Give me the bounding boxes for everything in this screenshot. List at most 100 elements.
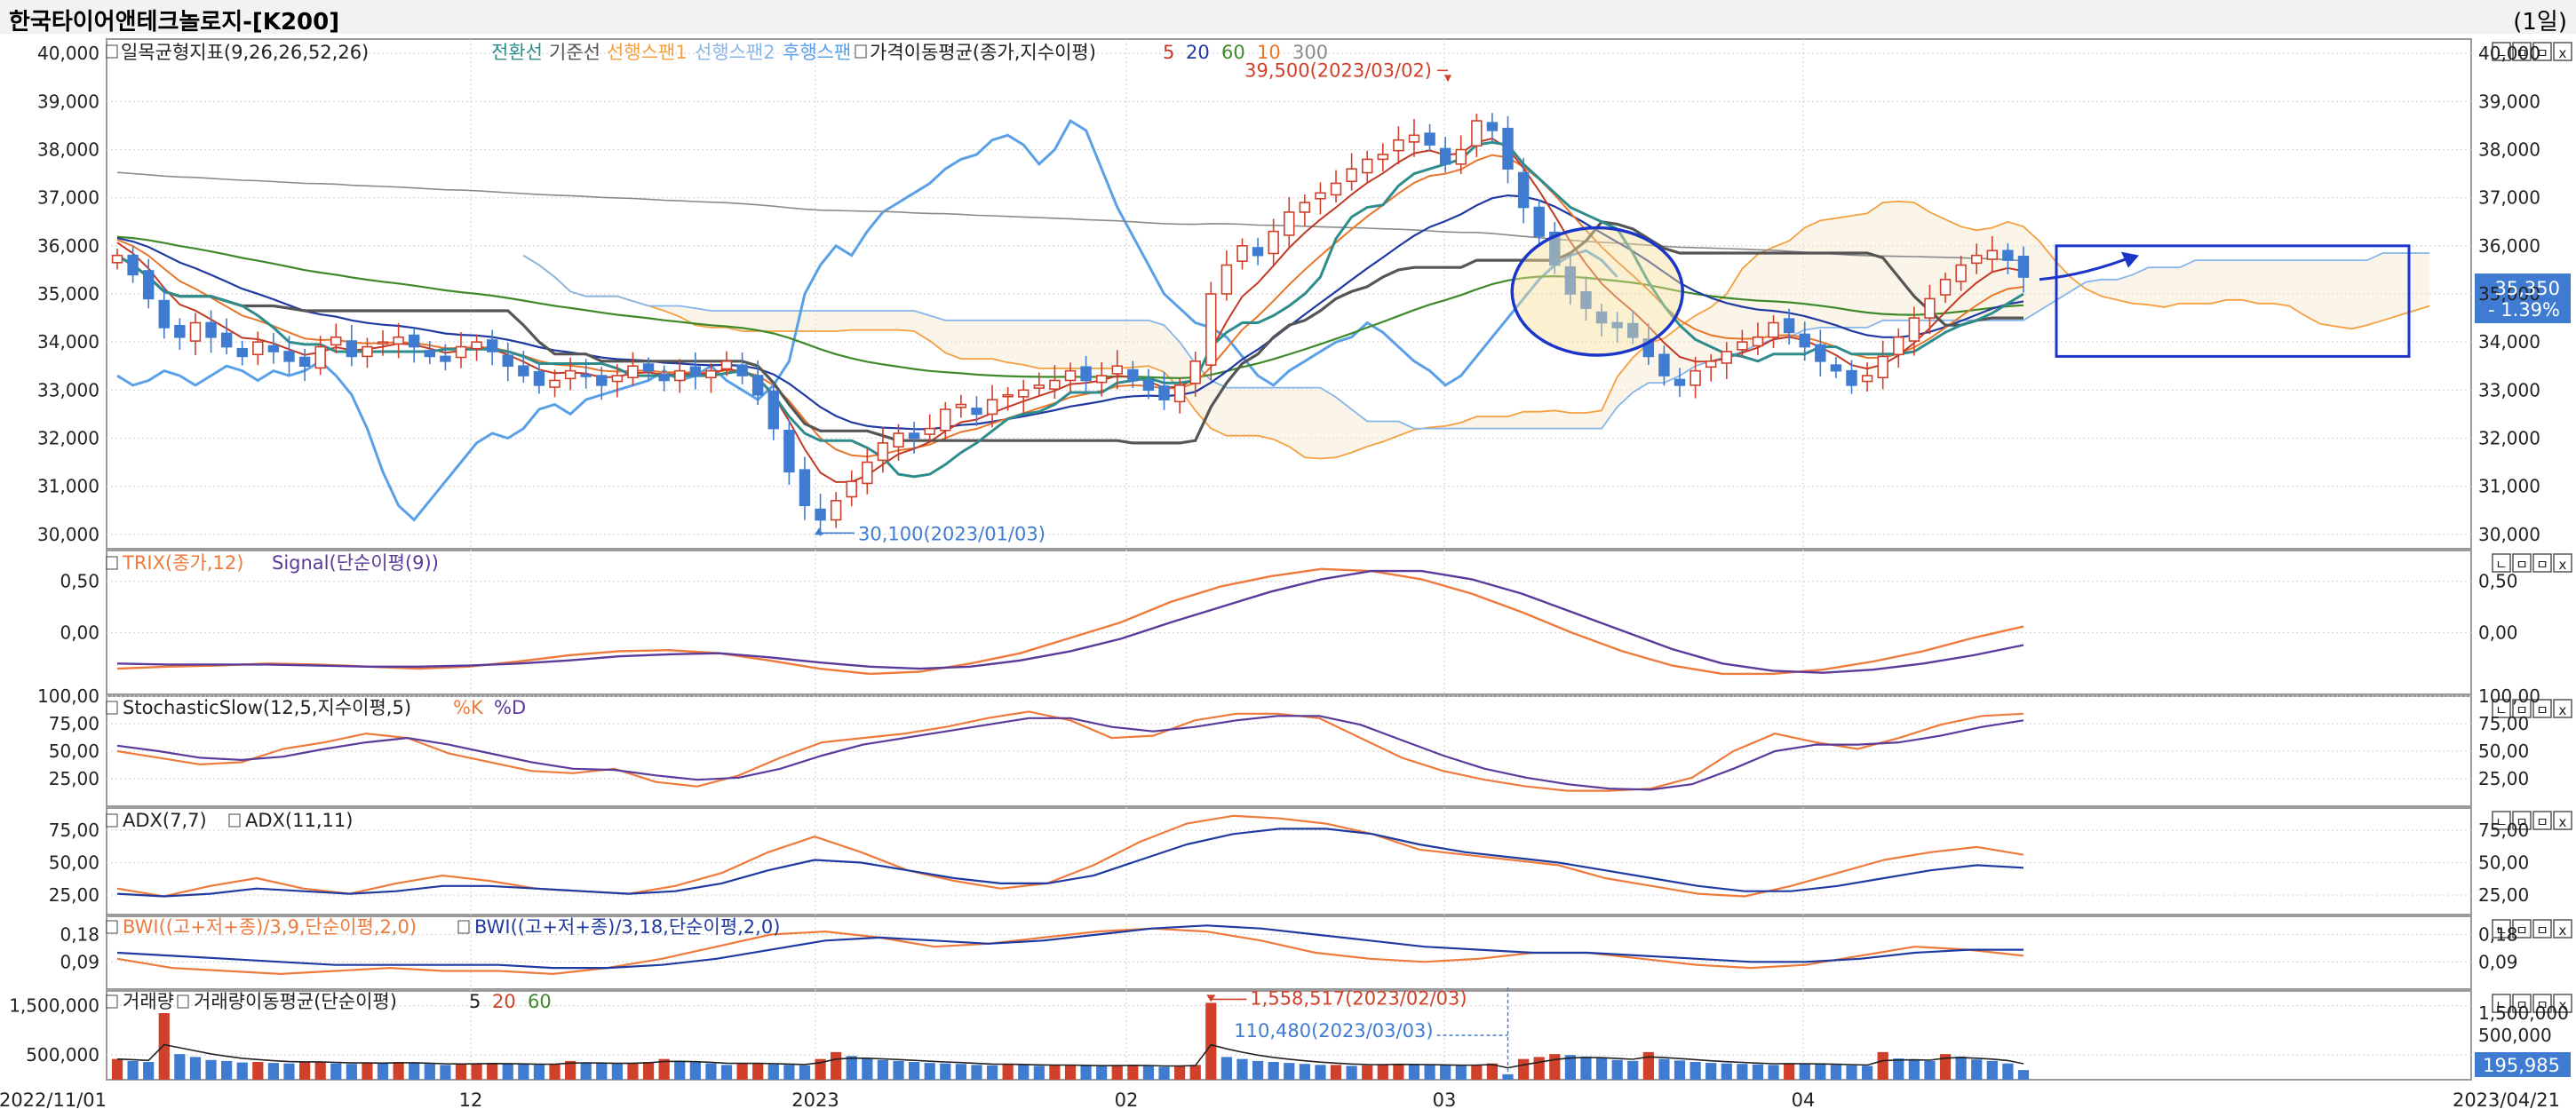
candle-body [377,341,389,345]
panel-button-vol-3[interactable] [2553,994,2572,1013]
panel-button-price-1[interactable] [2512,42,2532,61]
volume-bar [1346,1066,1357,1080]
candle-body [1315,192,1326,200]
candle-body [1642,338,1655,358]
panel-button-bwi-0[interactable] [2492,919,2511,939]
panel-button-glyph[interactable]: ㄴ [2495,702,2508,718]
legend-toggle-bwi-18[interactable] [457,920,470,934]
panel-button-stoch-1[interactable] [2512,699,2532,718]
panel-button-glyph[interactable]: ㄴ [2495,814,2508,830]
panel-button-glyph[interactable]: x [2559,45,2567,61]
volume-bar [565,1060,576,1080]
candle-body [877,442,889,462]
volume-ma-period: 20 [492,991,516,1012]
volume-bar [533,1065,545,1080]
candle-body [767,390,779,430]
panel-button-glyph[interactable]: ㅁ [2536,702,2548,718]
volume-bar [377,1063,389,1080]
panel-button-glyph[interactable]: ㅁ [2516,45,2528,61]
volume-bar [1627,1060,1639,1080]
candle-body [1471,120,1483,147]
panel-button-adx-3[interactable] [2553,811,2572,830]
panel-button-glyph[interactable]: x [2559,702,2567,718]
bwi-ytick: 0,09 [60,951,99,972]
volume-bar [1455,1066,1467,1080]
legend-toggle-volume[interactable] [106,994,118,1009]
panel-button-price-0[interactable] [2492,42,2511,61]
panel-button-adx-2[interactable] [2532,811,2552,830]
panel-button-glyph[interactable]: ㄴ [2495,557,2508,573]
panel-button-glyph[interactable]: ㅁ [2516,557,2528,573]
legend-toggle-bwi-9[interactable] [106,920,118,934]
panel-button-glyph[interactable]: ㅁ [2536,923,2548,939]
panel-button-vol-2[interactable] [2532,994,2552,1013]
legend-toggle-stoch[interactable] [106,701,118,715]
volume-bar [236,1062,248,1080]
panel-button-price-2[interactable] [2532,42,2552,61]
candle-body [1783,318,1795,334]
moving-average-300 [116,171,2024,262]
panel-button-glyph[interactable]: ㄴ [2495,997,2508,1013]
panel-button-adx-0[interactable] [2492,811,2511,830]
legend-toggle-adx-11[interactable] [228,813,241,828]
panel-button-bwi-1[interactable] [2512,919,2532,939]
legend-toggle-adx-7[interactable] [106,813,118,828]
panel-button-glyph[interactable]: ㅁ [2536,557,2548,573]
volume-bar [1549,1054,1561,1080]
panel-button-trix-3[interactable] [2553,553,2572,573]
legend-toggle-volume-ma[interactable] [177,994,189,1009]
panel-button-glyph[interactable]: ㄴ [2495,923,2508,939]
volume-bar [846,1056,857,1080]
panel-button-trix-2[interactable] [2532,553,2552,573]
volume-bar [330,1063,342,1080]
period-label[interactable]: (1일) [2513,9,2567,36]
panel-button-bwi-2[interactable] [2532,919,2552,939]
panel-button-adx-1[interactable] [2512,811,2532,830]
candle-body [283,351,295,362]
panel-button-glyph[interactable]: ㅁ [2536,45,2548,61]
panel-button-glyph[interactable]: x [2559,923,2567,939]
panel-button-glyph[interactable]: x [2559,814,2567,830]
price-ytick-right: 30,000 [2478,524,2540,545]
highlight-ellipse [1510,226,1684,357]
panel-button-glyph[interactable]: ㄴ [2495,45,2508,61]
panel-button-stoch-3[interactable] [2553,699,2572,718]
volume-legend: 거래량 [123,991,174,1012]
panel-button-vol-1[interactable] [2512,994,2532,1013]
stoch-ytick: 75,00 [49,713,99,734]
panel-button-glyph[interactable]: ㅁ [2516,923,2528,939]
volume-bar [1784,1063,1795,1080]
panel-button-price-3[interactable] [2553,42,2572,61]
volume-bar [1033,1066,1045,1080]
stoch-k-legend: %K [453,697,484,718]
volume-bar [1815,1064,1826,1080]
volume-bar [1424,1065,1435,1080]
legend-toggle-ma[interactable] [855,44,867,59]
panel-button-glyph[interactable]: ㅁ [2516,997,2528,1013]
legend-toggle-trix[interactable] [106,556,118,570]
candle-body [1393,139,1404,152]
ichimoku-cloud [523,201,2430,459]
candle-body [642,363,655,372]
panel-button-trix-1[interactable] [2512,553,2532,573]
panel-button-glyph[interactable]: ㅁ [2536,814,2548,830]
candle-body [1408,134,1420,143]
volume-bar [767,1064,779,1080]
panel-button-bwi-3[interactable] [2553,919,2572,939]
price-ytick: 32,000 [37,427,99,448]
volume-bar [1142,1066,1155,1080]
panel-button-glyph[interactable]: ㅁ [2516,814,2528,830]
volume-bar [1674,1060,1686,1080]
panel-button-glyph[interactable]: ㅁ [2536,997,2548,1013]
panel-button-stoch-2[interactable] [2532,699,2552,718]
panel-button-stoch-0[interactable] [2492,699,2511,718]
panel-button-glyph[interactable]: x [2559,997,2567,1013]
legend-toggle-ichimoku[interactable] [106,44,118,59]
panel-button-trix-0[interactable] [2492,553,2511,573]
panel-button-glyph[interactable]: x [2559,557,2567,573]
volume-bar [1721,1063,1732,1080]
panel-button-vol-0[interactable] [2492,994,2511,1013]
stoch-k-line [116,710,2024,792]
panel-button-glyph[interactable]: ㅁ [2516,702,2528,718]
